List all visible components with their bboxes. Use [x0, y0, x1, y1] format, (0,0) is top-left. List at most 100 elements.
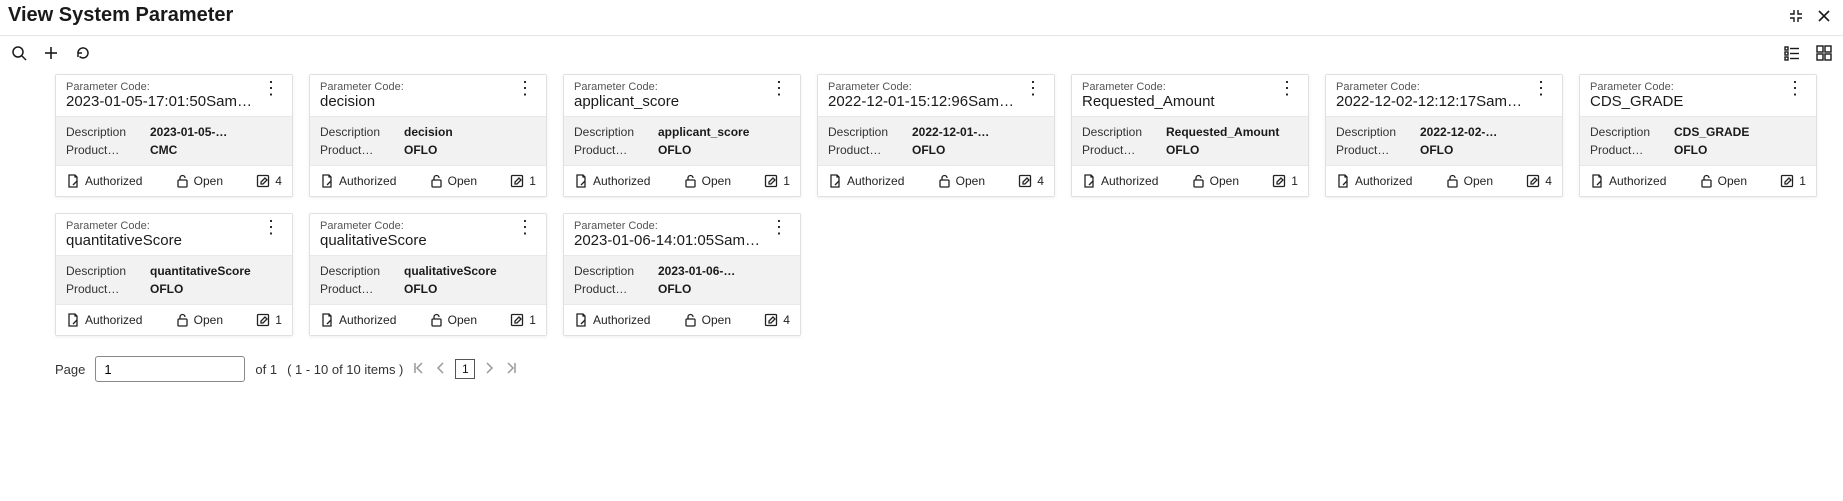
card[interactable]: Parameter Code:2022-12-01-15:12:96Sampl…… [817, 74, 1055, 197]
description-value: quantitativeScore [150, 262, 282, 280]
page-nav: 1 [413, 359, 517, 379]
page-label: Page [55, 362, 85, 377]
edit-count: 1 [1272, 174, 1298, 188]
description-label: Description [320, 262, 396, 280]
card[interactable]: Parameter Code:Requested_Amount⋮Descript… [1071, 74, 1309, 197]
kebab-icon[interactable]: ⋮ [768, 220, 790, 234]
parameter-code-label: Parameter Code: [1590, 81, 1784, 93]
kebab-icon[interactable]: ⋮ [1276, 81, 1298, 95]
parameter-code-value: decision [320, 93, 514, 110]
description-value: 2023-01-05-… [150, 123, 282, 141]
status-authorized: Authorized [828, 174, 904, 188]
description-value: qualitativeScore [404, 262, 536, 280]
collapse-icon[interactable] [1787, 7, 1805, 25]
kebab-icon[interactable]: ⋮ [1022, 81, 1044, 95]
card[interactable]: Parameter Code:2023-01-05-17:01:50Samp…⋮… [55, 74, 293, 197]
parameter-code-label: Parameter Code: [66, 81, 260, 93]
window-controls [1787, 7, 1833, 25]
parameter-code-label: Parameter Code: [320, 81, 514, 93]
kebab-icon[interactable]: ⋮ [1784, 81, 1806, 95]
parameter-code-value: 2023-01-06-14:01:05Samp… [574, 232, 768, 249]
kebab-icon[interactable]: ⋮ [768, 81, 790, 95]
card[interactable]: Parameter Code:decision⋮Descriptiondecis… [309, 74, 547, 197]
status-authorized: Authorized [1590, 174, 1666, 188]
edit-count: 4 [1526, 174, 1552, 188]
product-label: Product… [1590, 141, 1666, 159]
kebab-icon[interactable]: ⋮ [514, 220, 536, 234]
page-first-icon[interactable] [413, 362, 425, 377]
kebab-icon[interactable]: ⋮ [260, 220, 282, 234]
parameter-code-value: Requested_Amount [1082, 93, 1276, 110]
card-foot: AuthorizedOpen4 [56, 166, 292, 196]
status-authorized: Authorized [320, 174, 396, 188]
card[interactable]: Parameter Code:2022-12-02-12:12:17Sampl…… [1325, 74, 1563, 197]
parameter-code-label: Parameter Code: [828, 81, 1022, 93]
kebab-icon[interactable]: ⋮ [1530, 81, 1552, 95]
refresh-icon[interactable] [74, 44, 92, 62]
product-label: Product… [320, 141, 396, 159]
cards-area: Parameter Code:2023-01-05-17:01:50Samp…⋮… [0, 70, 1843, 346]
list-view-icon[interactable] [1783, 44, 1801, 62]
card[interactable]: Parameter Code:applicant_score⋮Descripti… [563, 74, 801, 197]
parameter-code-label: Parameter Code: [1336, 81, 1530, 93]
grid-view-icon[interactable] [1815, 44, 1833, 62]
lock-open: Open [1700, 174, 1747, 188]
parameter-code-label: Parameter Code: [574, 81, 768, 93]
page-title: View System Parameter [8, 4, 233, 27]
card-head: Parameter Code:CDS_GRADE⋮ [1580, 75, 1816, 116]
card-body: Description2023-01-05-…Product…CMC [56, 116, 292, 166]
description-label: Description [66, 123, 142, 141]
page-current[interactable]: 1 [455, 359, 475, 379]
status-authorized: Authorized [574, 174, 650, 188]
card[interactable]: Parameter Code:CDS_GRADE⋮DescriptionCDS_… [1579, 74, 1817, 197]
window: View System Parameter [0, 0, 1843, 392]
lock-open: Open [1192, 174, 1239, 188]
card-head: Parameter Code:quantitativeScore⋮ [56, 214, 292, 255]
card-foot: AuthorizedOpen1 [310, 166, 546, 196]
card-head: Parameter Code:decision⋮ [310, 75, 546, 116]
status-authorized: Authorized [66, 174, 142, 188]
card-head: Parameter Code:2023-01-06-14:01:05Samp…⋮ [564, 214, 800, 255]
close-icon[interactable] [1815, 7, 1833, 25]
card-foot: AuthorizedOpen1 [56, 305, 292, 335]
product-value: OFLO [658, 280, 790, 298]
parameter-code-label: Parameter Code: [574, 220, 768, 232]
product-value: OFLO [404, 280, 536, 298]
product-value: OFLO [404, 141, 536, 159]
product-label: Product… [828, 141, 904, 159]
card-body: Descriptionapplicant_scoreProduct…OFLO [564, 116, 800, 166]
edit-count: 1 [510, 174, 536, 188]
toolbar [0, 36, 1843, 70]
page-input[interactable] [95, 356, 245, 382]
lock-open: Open [430, 313, 477, 327]
card-foot: AuthorizedOpen1 [1072, 166, 1308, 196]
product-value: OFLO [1420, 141, 1552, 159]
card[interactable]: Parameter Code:2023-01-06-14:01:05Samp…⋮… [563, 213, 801, 336]
add-icon[interactable] [42, 44, 60, 62]
search-icon[interactable] [10, 44, 28, 62]
page-last-icon[interactable] [505, 362, 517, 377]
status-authorized: Authorized [320, 313, 396, 327]
lock-open: Open [1446, 174, 1493, 188]
product-label: Product… [574, 280, 650, 298]
titlebar: View System Parameter [0, 0, 1843, 36]
kebab-icon[interactable]: ⋮ [514, 81, 536, 95]
product-label: Product… [66, 280, 142, 298]
card[interactable]: Parameter Code:quantitativeScore⋮Descrip… [55, 213, 293, 336]
kebab-icon[interactable]: ⋮ [260, 81, 282, 95]
page-prev-icon[interactable] [435, 362, 445, 377]
edit-count: 1 [510, 313, 536, 327]
description-label: Description [1590, 123, 1666, 141]
card-body: DescriptionCDS_GRADEProduct…OFLO [1580, 116, 1816, 166]
card[interactable]: Parameter Code:qualitativeScore⋮Descript… [309, 213, 547, 336]
card-foot: AuthorizedOpen4 [1326, 166, 1562, 196]
page-next-icon[interactable] [485, 362, 495, 377]
card-foot: Authorized Open 1 [310, 305, 546, 335]
toolbar-left [10, 44, 92, 62]
card-head: Parameter Code:Requested_Amount⋮ [1072, 75, 1308, 116]
product-label: Product… [574, 141, 650, 159]
card-body: Description2022-12-02-…Product…OFLO [1326, 116, 1562, 166]
pagination: Page of 1 ( 1 - 10 of 10 items ) 1 [0, 346, 1843, 392]
page-of-total: of 1 [255, 362, 277, 377]
card-head: Parameter Code:applicant_score⋮ [564, 75, 800, 116]
